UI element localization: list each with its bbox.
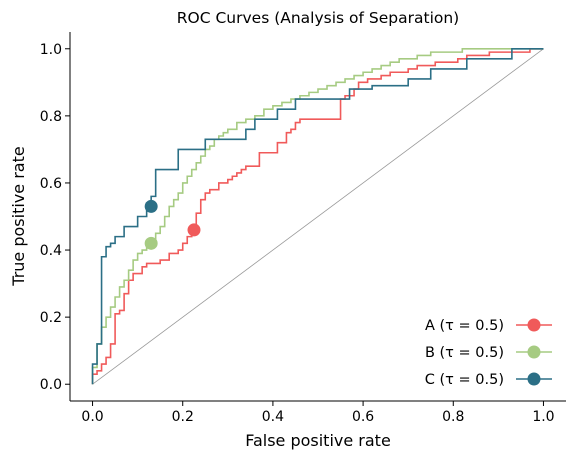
x-tick-label: 0.6 — [352, 409, 374, 425]
legend-marker-series-1 — [527, 345, 541, 359]
y-tick-label: 0.4 — [40, 243, 62, 259]
x-tick-label: 0.4 — [262, 409, 284, 425]
threshold-point-series-2 — [144, 199, 158, 213]
roc-curve-series-0 — [91, 47, 544, 385]
y-tick-label: 0.8 — [40, 109, 62, 125]
plot-area — [91, 47, 544, 385]
x-tick-label: 0.2 — [172, 409, 194, 425]
y-tick-label: 0.0 — [40, 377, 62, 393]
legend: A (τ = 0.5) B (τ = 0.5) C (τ = 0.5) — [425, 318, 552, 388]
y-tick-label: 0.6 — [40, 176, 62, 192]
legend-label-series-0: A (τ = 0.5) — [425, 318, 504, 334]
x-axis-label: False positive rate — [245, 431, 391, 450]
legend-marker-series-2 — [527, 372, 541, 386]
y-tick-label: 1.0 — [40, 42, 62, 58]
y-axis-ticks: 0.0 0.2 0.4 0.6 0.8 1.0 — [40, 42, 70, 393]
x-tick-label: 0.8 — [442, 409, 464, 425]
threshold-point-series-1 — [144, 236, 158, 250]
y-axis-label: True positive rate — [9, 146, 28, 286]
chart-title: ROC Curves (Analysis of Separation) — [177, 9, 459, 27]
threshold-point-series-0 — [187, 223, 201, 237]
legend-label-series-1: B (τ = 0.5) — [425, 345, 504, 361]
x-tick-label: 1.0 — [532, 409, 554, 425]
x-tick-label: 0.0 — [81, 409, 103, 425]
legend-label-series-2: C (τ = 0.5) — [425, 372, 504, 388]
y-tick-label: 0.2 — [40, 310, 62, 326]
roc-curve-series-2 — [91, 47, 544, 385]
legend-marker-series-0 — [527, 318, 541, 332]
chance-diagonal-line — [92, 48, 544, 385]
x-axis-ticks: 0.0 0.2 0.4 0.6 0.8 1.0 — [81, 401, 555, 425]
